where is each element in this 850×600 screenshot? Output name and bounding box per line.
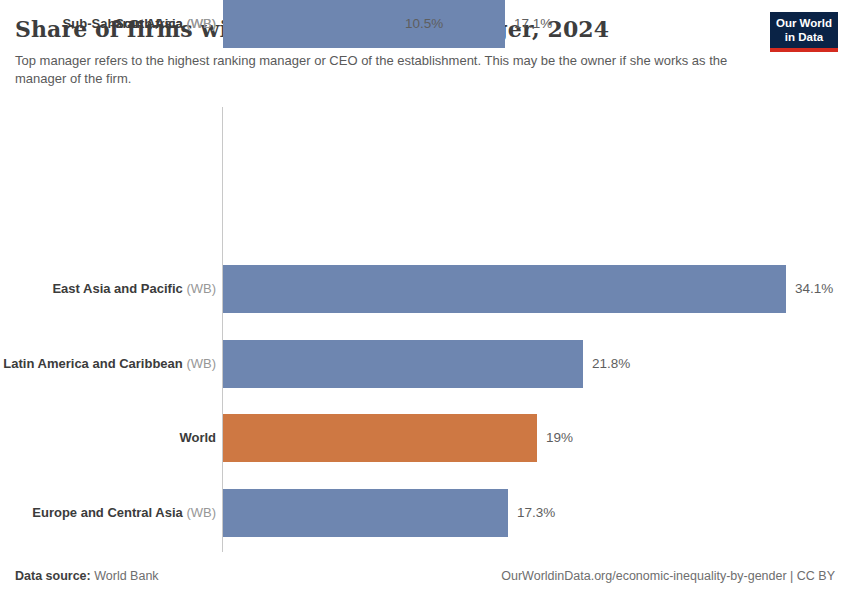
row-label: Europe and Central Asia (WB) (0, 489, 216, 537)
y-axis-line (222, 107, 223, 552)
row-label: South Asia (WB) (0, 0, 216, 48)
bar[interactable] (223, 340, 583, 388)
value-label: 17.3% (517, 489, 555, 537)
row-label-suffix: (WB) (186, 281, 216, 296)
value-label: 34.1% (795, 265, 833, 313)
bar[interactable] (223, 265, 786, 313)
value-label: 21.8% (592, 340, 630, 388)
bar-row-latin-america-caribbean: Latin America and Caribbean (WB) 21.8% (0, 340, 850, 388)
bar[interactable] (223, 489, 508, 537)
owid-chart: Share of firms with a female top manager… (0, 0, 850, 600)
row-label: World (0, 414, 216, 462)
bar-highlighted[interactable] (223, 414, 537, 462)
data-source-value: World Bank (94, 569, 158, 583)
row-label-suffix: (WB) (186, 16, 216, 31)
data-source-label: Data source: (15, 569, 91, 583)
chart-subtitle: Top manager refers to the highest rankin… (15, 52, 743, 89)
owid-url-link[interactable]: OurWorldinData.org/economic-inequality-b… (501, 569, 835, 583)
row-label-suffix: (WB) (186, 505, 216, 520)
bar-row-world: World 19% (0, 414, 850, 462)
row-label: East Asia and Pacific (WB) (0, 265, 216, 313)
data-source: Data source: World Bank (15, 569, 159, 583)
bar-row-south-asia: South Asia (WB) 10.5% (0, 0, 850, 48)
bar-row-europe-central-asia: Europe and Central Asia (WB) 17.3% (0, 489, 850, 537)
row-label: Latin America and Caribbean (WB) (0, 340, 216, 388)
value-label: 19% (546, 414, 573, 462)
row-label-suffix: (WB) (186, 356, 216, 371)
value-label: 10.5% (405, 0, 443, 48)
bar[interactable] (223, 0, 396, 48)
bar-row-east-asia-pacific: East Asia and Pacific (WB) 34.1% (0, 265, 850, 313)
